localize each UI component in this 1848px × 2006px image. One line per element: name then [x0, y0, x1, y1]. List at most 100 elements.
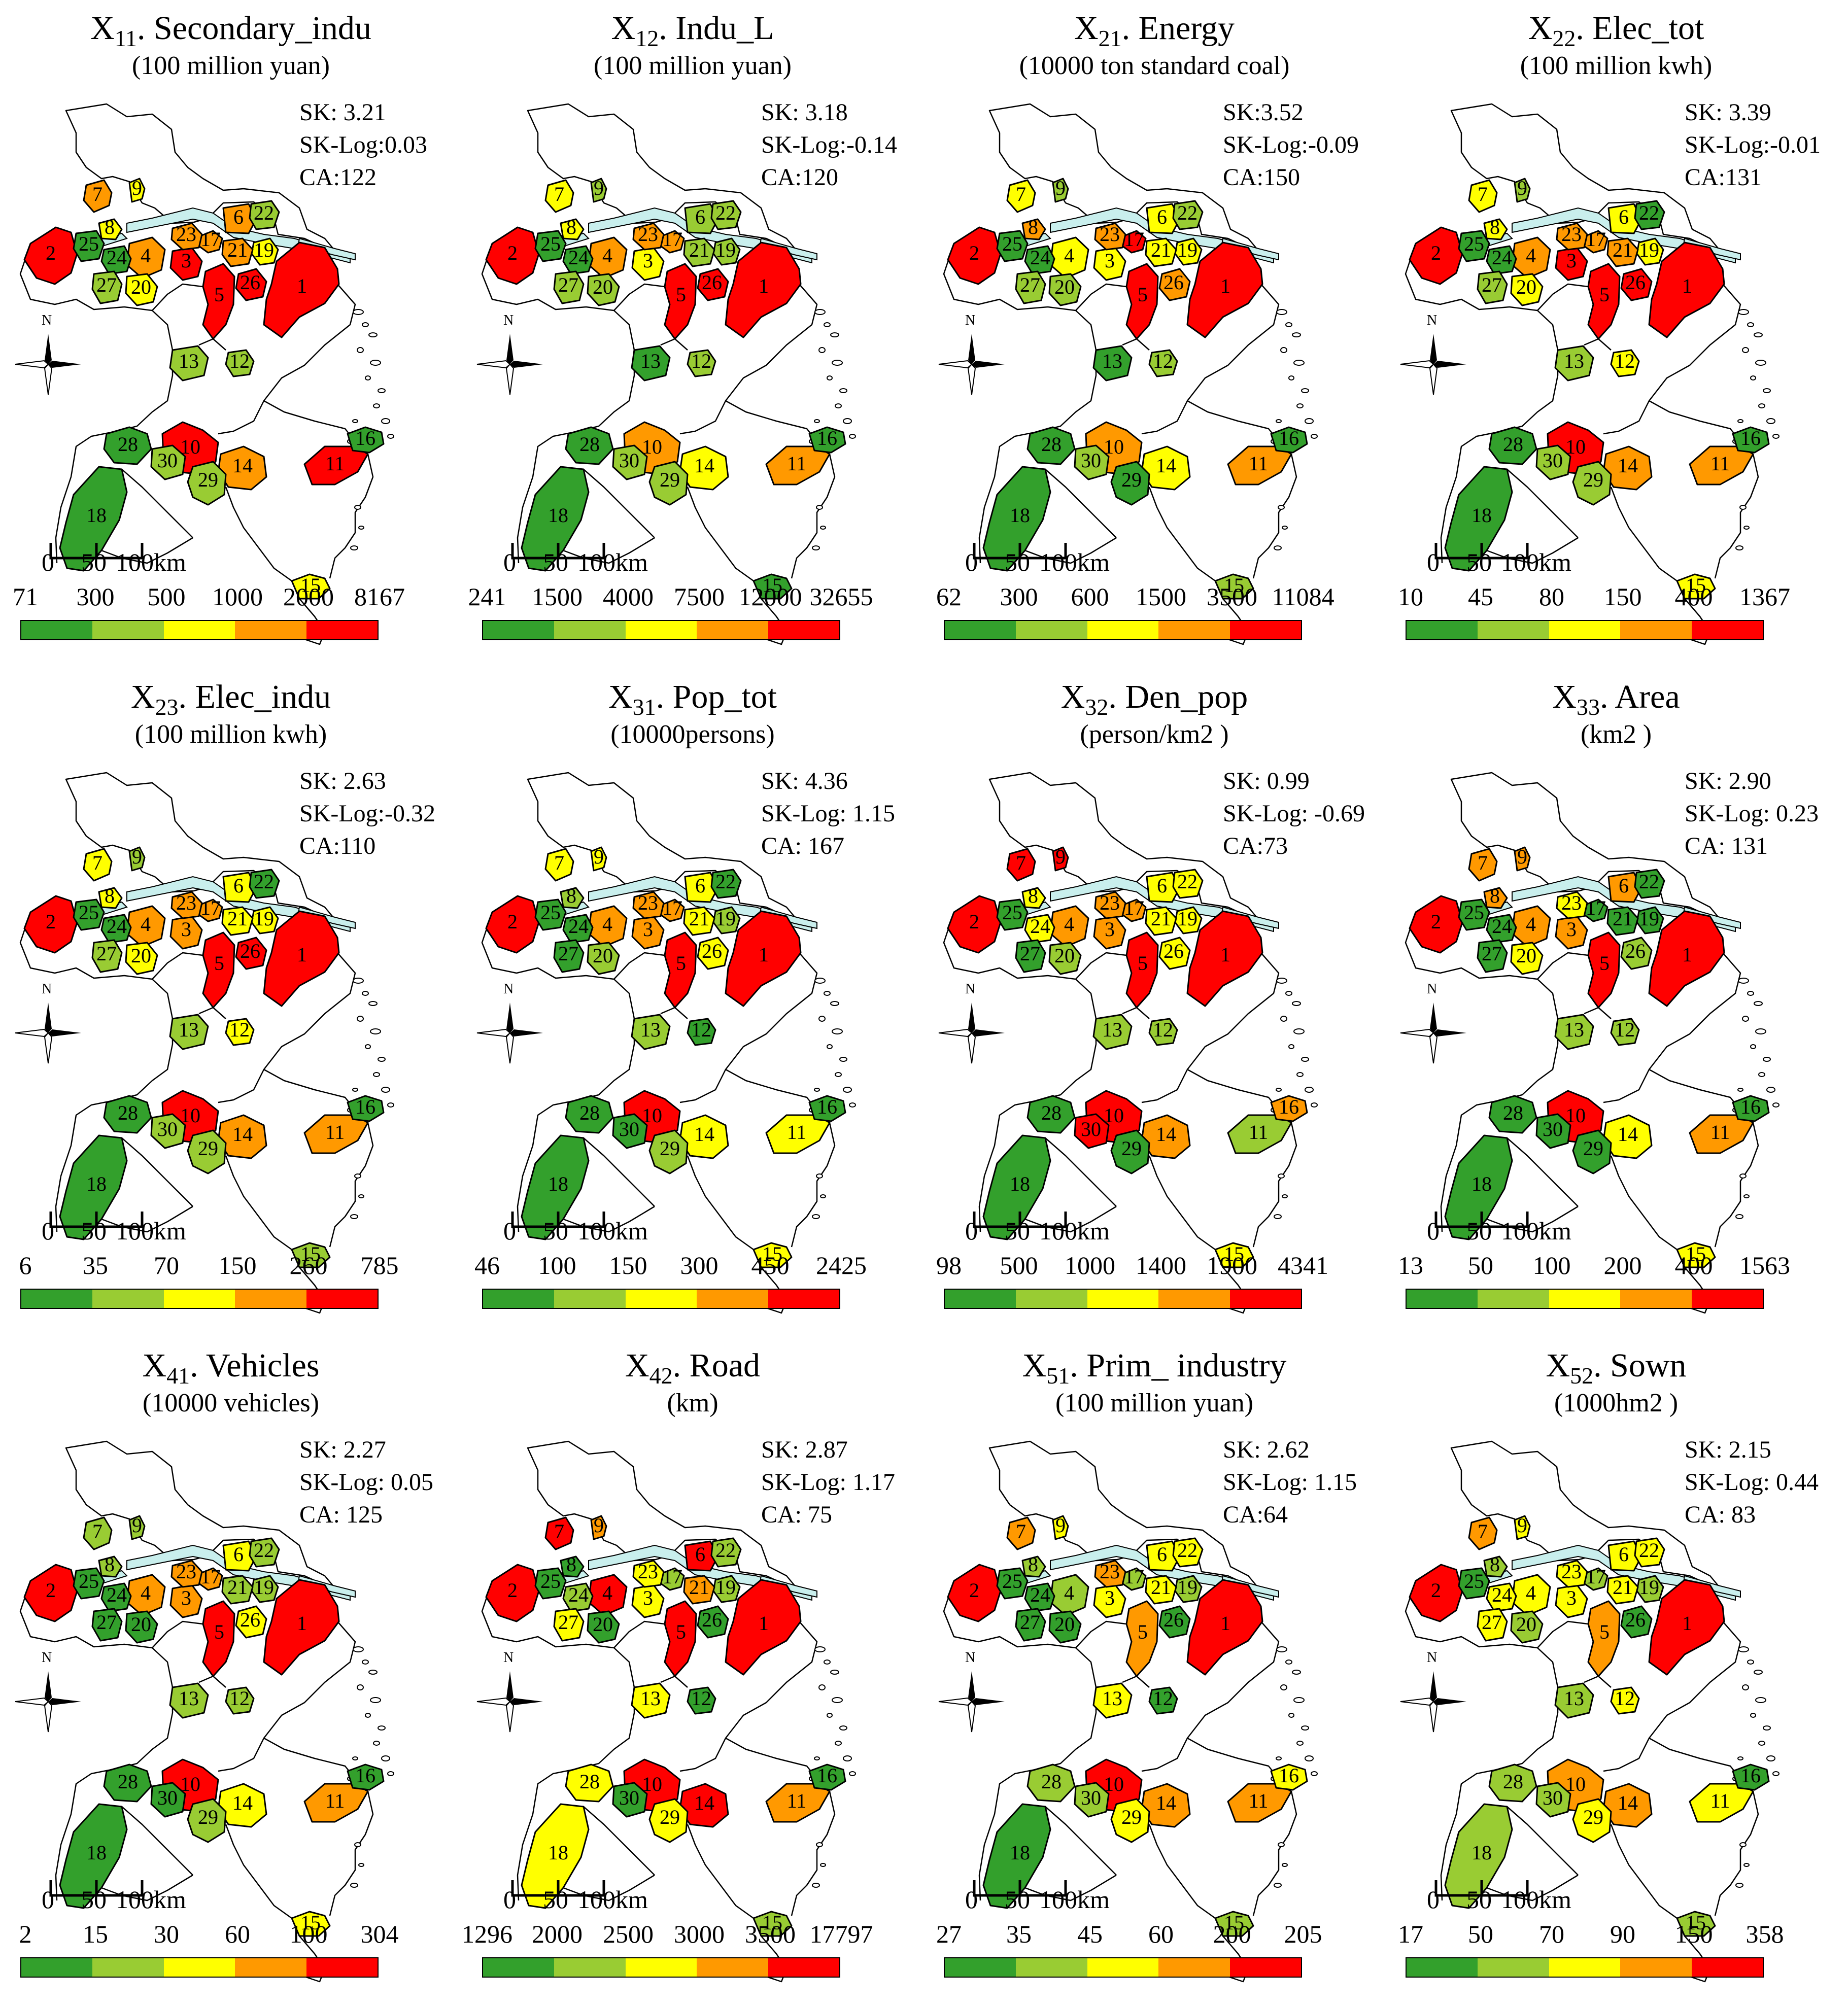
region-24 [1024, 245, 1055, 275]
island [357, 347, 364, 353]
scale-bar-label: 50 [543, 548, 568, 576]
north-label: N [965, 981, 975, 997]
legend-tick: 100 [1532, 1251, 1571, 1279]
legend-swatch [1158, 1958, 1230, 1977]
region-outline [152, 952, 203, 980]
scale-bar-label: 0 [1427, 1217, 1440, 1245]
legend-ticks: 46 100 150 300 450 2425 [462, 1251, 923, 1282]
region-outline [679, 1621, 818, 1772]
scale-bar [973, 1880, 1067, 1897]
island [1293, 1028, 1305, 1034]
region-21 [1606, 1575, 1639, 1605]
region-label: 27 [558, 273, 578, 296]
region-label: 10 [1565, 1104, 1586, 1127]
island [1754, 1001, 1763, 1006]
island [835, 1741, 842, 1746]
region-outline [225, 1824, 292, 1919]
region-label: 4 [1526, 1581, 1536, 1604]
region-25 [1458, 898, 1490, 931]
island [1278, 1842, 1285, 1847]
map-panel: X42. Road (km) SK: 2.87 SK-Log: 1.17 CA: 75 1… [462, 1337, 923, 2006]
island [352, 1088, 358, 1092]
map-panel: X33. Area (km2 ) SK: 2.90 SK-Log: 0.23 CA: 1… [1385, 669, 1847, 1337]
legend-tick: 8167 [354, 582, 405, 611]
region-label: 24 [568, 1583, 589, 1606]
region-outline [198, 1675, 226, 1688]
region-label: 19 [715, 907, 736, 930]
region-18 [521, 1803, 590, 1909]
region-1 [725, 910, 802, 1007]
island [1743, 1863, 1750, 1867]
legend-tick: 150 [218, 1251, 257, 1279]
region-9 [128, 178, 146, 203]
region-5 [1587, 1600, 1621, 1677]
island [1293, 1697, 1305, 1703]
stat-line: CA:131 [1685, 164, 1762, 191]
stat-line: SK: 2.27 [299, 1436, 386, 1463]
legend-swatch [483, 1958, 555, 1977]
panel-stats: SK: 2.90 SK-Log: 0.23 CA: 131 [1685, 765, 1819, 862]
region-label: 22 [254, 1539, 274, 1562]
legend-color-bar [944, 1289, 1302, 1309]
legend-swatch [235, 621, 306, 639]
region-label: 6 [695, 874, 705, 897]
legend-swatch [306, 621, 378, 639]
region-label: 11 [1710, 452, 1730, 475]
island [1292, 332, 1301, 337]
island [370, 1028, 381, 1034]
region-label: 4 [1526, 244, 1536, 267]
region-label: 17 [662, 1565, 682, 1588]
region-label: 15 [1224, 1242, 1244, 1265]
island [373, 403, 380, 408]
island [381, 418, 390, 424]
region-label: 18 [86, 1841, 107, 1864]
legend-tick: 35 [1006, 1920, 1032, 1948]
region-label: 15 [762, 1242, 782, 1265]
region-label: 16 [817, 1764, 837, 1787]
region-8 [560, 1555, 585, 1578]
region-7 [1468, 848, 1498, 882]
panel-unit: (10000 ton standard coal) [1019, 51, 1290, 80]
region-28 [565, 1095, 614, 1134]
region-20 [125, 1610, 158, 1644]
island [368, 1001, 378, 1006]
panel-title: X32. Den_pop [1060, 678, 1248, 720]
region-15 [1214, 1242, 1254, 1268]
region-label: 25 [1464, 1570, 1484, 1593]
region-label: 15 [1686, 1242, 1706, 1265]
legend-tick: 30 [154, 1920, 179, 1948]
region-label: 12 [1153, 1018, 1173, 1041]
region-label: 22 [715, 1539, 736, 1562]
region-label: 17 [1586, 1565, 1606, 1588]
region-label: 28 [1503, 1101, 1523, 1124]
region-label: 19 [1639, 1576, 1659, 1599]
region-9 [1052, 846, 1069, 872]
legend-swatch [92, 621, 164, 639]
scale-bar-label: 100km [116, 1217, 186, 1245]
region-label: 29 [198, 1806, 218, 1828]
island [1274, 545, 1282, 550]
region-7 [1006, 1516, 1036, 1550]
region-1 [263, 1579, 340, 1676]
region-24 [1024, 914, 1055, 944]
region-2 [23, 226, 78, 285]
legend-swatch [1407, 1958, 1478, 1977]
region-label: 23 [1100, 223, 1120, 246]
scale-bar-label: 0 [965, 1217, 978, 1245]
region-label: 9 [1055, 177, 1066, 199]
island [839, 1057, 847, 1062]
region-2 [947, 1564, 1002, 1622]
legend-swatch [483, 621, 555, 639]
legend-tick: 45 [1468, 582, 1493, 611]
region-1 [725, 1579, 802, 1676]
region-outline [218, 952, 356, 1103]
region-label: 11 [325, 452, 345, 475]
stat-line: SK-Log: 1.15 [1223, 1469, 1357, 1496]
island [1763, 1057, 1771, 1062]
legend-tick: 2 [19, 1920, 32, 1948]
legend-tick: 1900 [1207, 1251, 1257, 1279]
region-29 [1572, 461, 1612, 506]
legend-swatch [768, 621, 840, 639]
region-label: 12 [229, 1687, 250, 1710]
region-23 [170, 1560, 203, 1588]
